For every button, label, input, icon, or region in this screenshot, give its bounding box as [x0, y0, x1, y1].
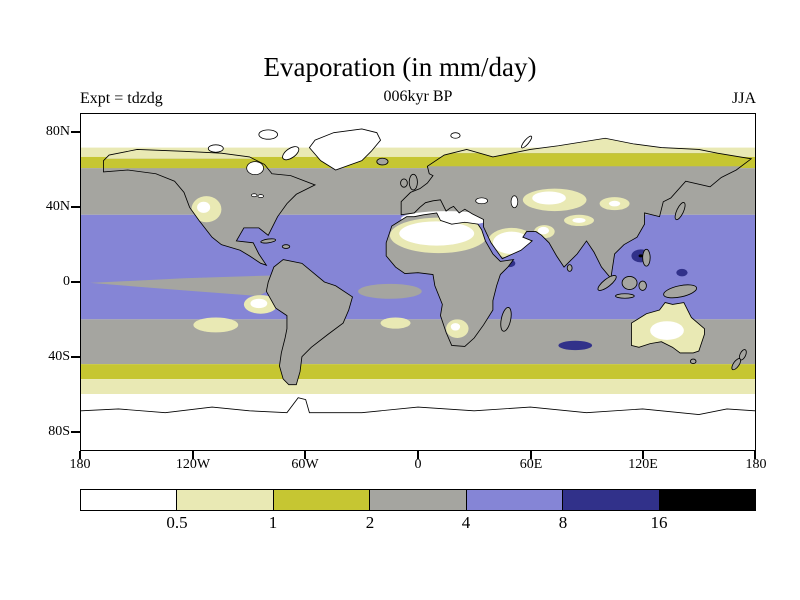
- lat-tick-label: 0: [63, 274, 70, 289]
- colorbar: [80, 489, 756, 511]
- inland-water: [250, 193, 519, 209]
- lon-tick-label: 120W: [175, 457, 211, 472]
- lon-tick: [192, 451, 194, 459]
- colorbar-segment: [176, 490, 273, 510]
- lat-tick-label: 80N: [45, 124, 70, 139]
- lat-tick: [71, 356, 80, 358]
- lon-tick-label: 120E: [628, 457, 658, 472]
- lat-tick: [71, 431, 80, 433]
- season-label: JJA: [731, 90, 756, 107]
- experiment-label: Expt = tdzdg: [80, 90, 163, 107]
- figure-title: Evaporation (in mm/day): [263, 52, 537, 82]
- colorbar-segment: [465, 490, 563, 510]
- lon-tick: [754, 451, 756, 459]
- lat-tick: [71, 281, 80, 283]
- australia-overlays: [650, 321, 684, 340]
- colorbar-label: 16: [650, 513, 668, 532]
- world-map-svg: [81, 114, 755, 450]
- colorbar-label: 2: [365, 513, 375, 532]
- antarctica-coastline: [81, 397, 755, 415]
- ocean-patches: [90, 249, 688, 351]
- lon-tick: [79, 451, 81, 459]
- islands: [207, 128, 747, 371]
- colorbar-segment: [81, 490, 177, 510]
- map-panel: [80, 113, 756, 451]
- greenland: [308, 128, 382, 171]
- lat-tick-label: 80S: [48, 424, 70, 439]
- figure-subtitle: 006kyr BP: [383, 88, 453, 105]
- colorbar-label: 8: [558, 513, 568, 532]
- lon-tick-label: 180: [69, 457, 91, 472]
- lon-tick: [530, 451, 532, 459]
- lon-tick-label: 60E: [519, 457, 543, 472]
- colorbar-label: 0.5: [166, 513, 188, 532]
- colorbar-label: 4: [461, 513, 471, 532]
- lat-tick: [71, 131, 80, 133]
- colorbar-label: 1: [268, 513, 278, 532]
- north-america-overlays: [103, 149, 316, 223]
- lat-tick-label: 40N: [45, 199, 70, 214]
- lon-tick: [417, 451, 419, 459]
- colorbar-segment: [272, 490, 370, 510]
- colorbar-segment: [369, 490, 466, 510]
- lon-tick-label: 0: [414, 457, 422, 472]
- colorbar-segment: [562, 490, 659, 510]
- colorbar-segment: [658, 490, 755, 510]
- lon-tick: [304, 451, 306, 459]
- africa-overlays: [389, 217, 488, 338]
- lat-tick-label: 40S: [48, 349, 70, 364]
- lon-tick-label: 180: [745, 457, 767, 472]
- lat-tick: [71, 206, 80, 208]
- lon-tick: [642, 451, 644, 459]
- lon-tick-label: 60W: [291, 457, 319, 472]
